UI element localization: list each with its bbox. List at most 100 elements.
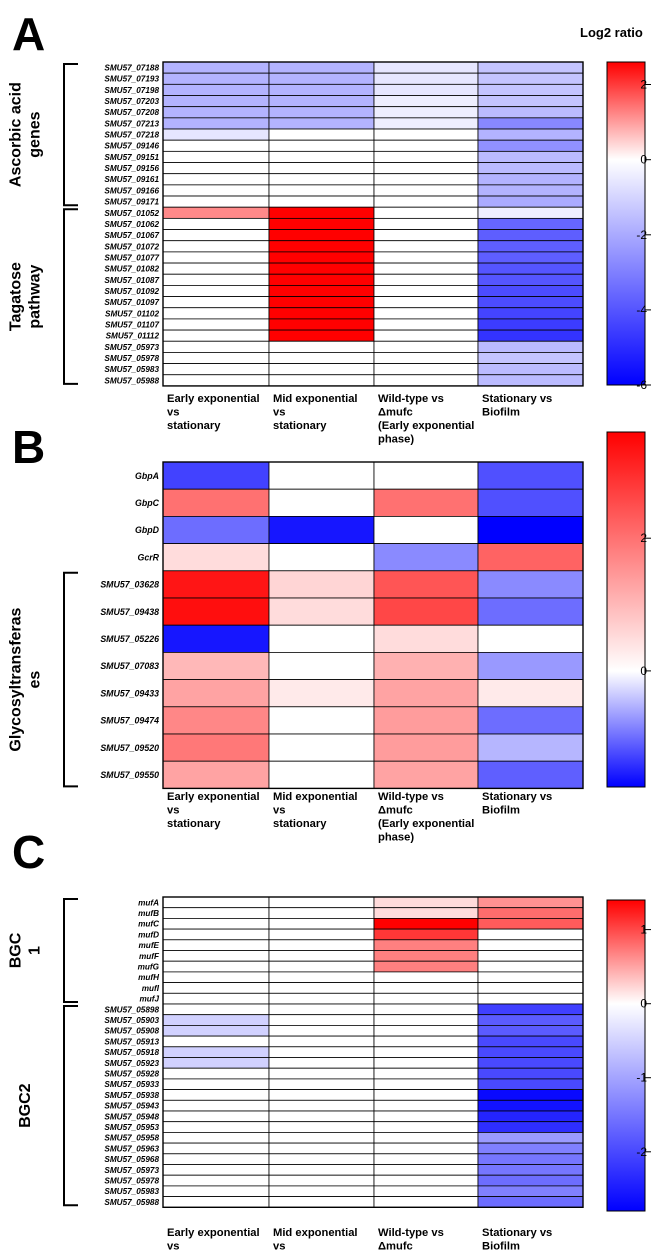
column-label: phase) <box>378 832 414 844</box>
column-label: Wild-type vs <box>378 393 444 405</box>
heatmap-cell <box>162 488 270 517</box>
heatmap-cell <box>268 329 375 342</box>
heatmap-cell <box>162 679 270 708</box>
heatmap-cell <box>268 184 375 197</box>
heatmap-cell <box>162 240 270 253</box>
heatmap-cell <box>373 363 479 376</box>
row-label: SMU57_01067 <box>104 231 159 240</box>
heatmap-cell <box>162 83 270 96</box>
heatmap-cell <box>373 1174 479 1187</box>
heatmap-cell <box>373 307 479 320</box>
colorbar-tick-label: 2 <box>640 531 647 545</box>
column-label: Biofilm <box>482 407 520 419</box>
heatmap-cell <box>268 340 375 353</box>
colorbar-tick-label: -1 <box>636 1071 647 1085</box>
row-label: SMU57_05968 <box>104 1155 159 1164</box>
heatmap-cell <box>162 162 270 175</box>
heatmap-cell <box>268 461 375 490</box>
heatmap-cell <box>268 1132 375 1144</box>
heatmap-cell <box>477 139 584 152</box>
heatmap-cell <box>162 461 270 490</box>
heatmap-cell <box>268 960 375 973</box>
heatmap-cell <box>373 240 479 253</box>
row-label: SMU57_01107 <box>105 320 159 329</box>
row-label: SMU57_07208 <box>104 108 159 117</box>
group-bracket <box>63 208 78 385</box>
row-label: SMU57_07213 <box>104 119 159 128</box>
heatmap-cell <box>162 352 270 364</box>
heatmap-cell <box>373 939 479 951</box>
colorbar-tick-label: -4 <box>636 303 647 317</box>
heatmap-cell <box>477 229 584 242</box>
heatmap-cell <box>268 95 375 108</box>
heatmap-cell <box>373 1089 479 1101</box>
heatmap-cell <box>268 1185 375 1198</box>
heatmap-cell <box>373 1067 479 1080</box>
heatmap-cell <box>268 229 375 242</box>
heatmap-cell <box>268 1196 375 1208</box>
heatmap-cell <box>268 706 375 735</box>
heatmap-cell <box>477 1057 584 1069</box>
column-label: Early exponential <box>167 393 260 405</box>
heatmap-cell <box>162 184 270 197</box>
heatmap-cell <box>477 195 584 208</box>
heatmap-cell <box>268 733 375 762</box>
row-label: SMU57_09171 <box>104 198 159 207</box>
heatmap-cell <box>477 928 584 941</box>
heatmap-cell <box>162 1164 270 1176</box>
heatmap-cell <box>373 117 479 130</box>
heatmap-cell <box>373 72 479 85</box>
row-label: SMU57_09474 <box>100 716 159 726</box>
heatmap-cell <box>268 982 375 994</box>
heatmap-cell <box>373 1014 479 1026</box>
column-label: Biofilm <box>482 1241 520 1253</box>
row-label: SMU57_07188 <box>104 64 159 73</box>
row-label: SMU57_05948 <box>104 1112 159 1121</box>
column-label: Wild-type vs <box>378 791 444 803</box>
colorbar-tick-label: 0 <box>640 997 647 1011</box>
heatmap-cell <box>162 896 270 909</box>
row-label: SMU57_05978 <box>104 1177 159 1186</box>
heatmap-cell <box>162 95 270 108</box>
row-label: GbpA <box>135 471 159 481</box>
group-bracket <box>63 1005 78 1207</box>
row-label: mufF <box>139 952 160 961</box>
heatmap-cell <box>477 543 584 572</box>
row-label: SMU57_07203 <box>104 97 159 106</box>
row-label: SMU57_05988 <box>104 376 159 385</box>
colorbar-a <box>606 61 646 386</box>
heatmap-cell <box>268 1003 375 1016</box>
heatmap-cell <box>477 1067 584 1080</box>
heatmap-panel-b: GbpA GbpC GbpD GcrR SMU57_03628 SMU57_09438 SM… <box>8 461 651 844</box>
heatmap-cell <box>373 1132 479 1144</box>
heatmap-cell <box>477 307 584 320</box>
group-bracket <box>63 571 78 788</box>
heatmap-cell <box>162 273 270 286</box>
heatmap-cell <box>477 1153 584 1165</box>
row-label: mufB <box>138 909 159 918</box>
heatmap-cell <box>162 570 270 599</box>
heatmap-cell <box>162 1078 270 1091</box>
heatmap-cell <box>373 1099 479 1112</box>
heatmap-cell <box>477 1196 584 1208</box>
heatmap-cell <box>268 128 375 141</box>
heatmap-cell <box>268 240 375 253</box>
heatmap-cell <box>477 516 584 545</box>
heatmap-cell <box>268 162 375 175</box>
row-label: SMU57_09166 <box>104 186 159 195</box>
heatmap-cell <box>162 1153 270 1165</box>
heatmap-cell <box>268 992 375 1005</box>
heatmap-cell <box>477 117 584 130</box>
heatmap-cell <box>373 543 479 572</box>
heatmap-cell <box>477 1121 584 1133</box>
heatmap-cell <box>268 624 375 653</box>
heatmap-cell <box>162 733 270 762</box>
heatmap-cell <box>162 329 270 342</box>
heatmap-cell <box>373 950 479 962</box>
row-label: SMU57_09161 <box>104 175 159 184</box>
group-bracket <box>63 63 78 207</box>
heatmap-cell <box>373 352 479 364</box>
row-label: SMU57_05978 <box>104 354 159 363</box>
heatmap-cell <box>268 352 375 364</box>
